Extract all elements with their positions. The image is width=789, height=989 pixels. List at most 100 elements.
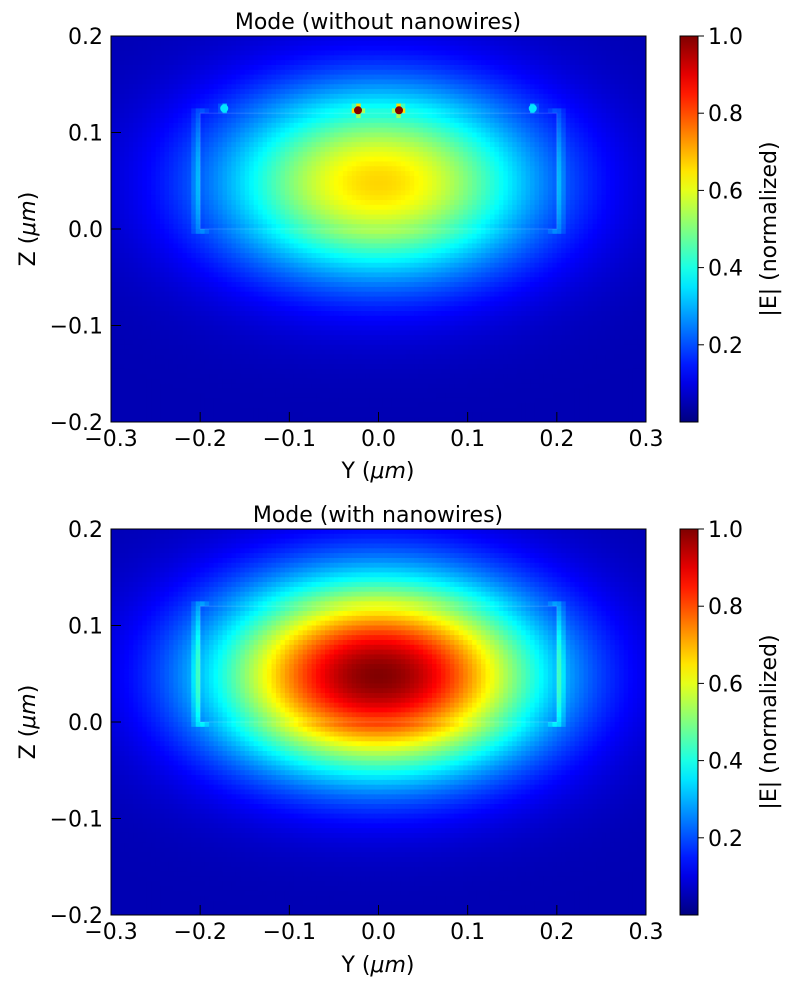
heatmap-cell	[191, 98, 197, 105]
heatmap-cell	[325, 122, 331, 129]
heatmap-cell	[111, 200, 117, 206]
heatmap-cell	[316, 108, 322, 114]
heatmap-cell	[552, 142, 558, 148]
heatmap-cell	[565, 45, 571, 52]
heatmap-cell	[623, 142, 629, 148]
heatmap-cell	[356, 166, 362, 172]
heatmap-cell	[516, 98, 522, 105]
heatmap-cell	[351, 185, 357, 191]
heatmap-cell	[155, 190, 161, 196]
heatmap-cell	[543, 113, 549, 119]
heatmap-cell	[521, 156, 527, 163]
heatmap-cell	[329, 50, 335, 56]
heatmap-cell	[579, 229, 585, 235]
heatmap-cell	[325, 118, 331, 124]
heatmap-cell	[253, 190, 259, 196]
heatmap-cell	[338, 50, 344, 56]
heatmap-cell	[561, 50, 567, 56]
heatmap-cell	[298, 79, 304, 85]
heatmap-cell	[182, 118, 188, 124]
heatmap-cell	[387, 204, 393, 211]
heatmap-cell	[213, 55, 219, 61]
heatmap-cell	[601, 185, 607, 191]
heatmap-cell	[485, 50, 491, 56]
heatmap-cell	[258, 55, 264, 61]
heatmap-cell	[445, 142, 451, 148]
heatmap-cell	[418, 50, 424, 56]
heatmap-cell	[579, 190, 585, 196]
heatmap-cell	[632, 195, 638, 201]
heatmap-cell	[583, 175, 589, 182]
heatmap-cell	[209, 98, 215, 105]
heatmap-cell	[347, 113, 353, 119]
heatmap-cell	[369, 122, 375, 129]
heatmap-cell	[320, 219, 326, 225]
heatmap-cell	[547, 229, 553, 235]
heatmap-cell	[146, 122, 152, 129]
heatmap-cell	[360, 103, 366, 109]
heatmap-cell	[485, 89, 491, 95]
heatmap-cell	[218, 200, 224, 206]
heatmap-cell	[369, 214, 375, 220]
heatmap-cell	[481, 50, 487, 56]
heatmap-cell	[231, 118, 237, 124]
heatmap-cell	[182, 224, 188, 230]
heatmap-cell	[565, 79, 571, 85]
heatmap-cell	[423, 195, 429, 201]
heatmap-cell	[427, 69, 433, 76]
heatmap-cell	[481, 69, 487, 76]
heatmap-cell	[333, 118, 339, 124]
heatmap-cell	[213, 171, 219, 177]
heatmap-cell	[360, 161, 366, 167]
heatmap-cell	[200, 132, 206, 138]
heatmap-cell	[409, 209, 415, 216]
heatmap-cell	[213, 89, 219, 95]
heatmap-cell	[427, 98, 433, 105]
heatmap-cell	[146, 175, 152, 182]
heatmap-cell	[476, 146, 482, 153]
heatmap-cell	[347, 122, 353, 129]
heatmap-cell	[204, 113, 210, 119]
heatmap-cell	[574, 69, 580, 76]
heatmap-cell	[298, 84, 304, 90]
heatmap-cell	[164, 98, 170, 105]
heatmap-cell	[579, 142, 585, 148]
heatmap-cell	[209, 219, 215, 225]
heatmap-cell	[405, 118, 411, 124]
heatmap-cell	[115, 108, 121, 114]
heatmap-cell	[427, 127, 433, 134]
heatmap-cell	[195, 171, 201, 177]
heatmap-cell	[552, 171, 558, 177]
heatmap-cell	[632, 45, 638, 52]
heatmap-cell	[218, 151, 224, 158]
heatmap-cell	[222, 166, 228, 172]
heatmap-cell	[530, 69, 536, 76]
heatmap-cell	[579, 171, 585, 177]
heatmap-cell	[267, 79, 273, 85]
heatmap-cell	[436, 180, 442, 187]
heatmap-cell	[382, 166, 389, 172]
heatmap-cell	[539, 204, 545, 211]
heatmap-cell	[111, 137, 117, 143]
heatmap-cell	[182, 161, 188, 167]
heatmap-cell	[525, 156, 531, 163]
heatmap-cell	[289, 45, 295, 52]
heatmap-cell	[494, 166, 500, 172]
heatmap-cell	[628, 161, 634, 167]
heatmap-cell	[637, 224, 643, 230]
heatmap-cell	[592, 55, 598, 61]
heatmap-cell	[445, 108, 451, 114]
heatmap-cell	[440, 200, 446, 206]
heatmap-cell	[342, 132, 348, 138]
heatmap-cell	[177, 204, 183, 211]
heatmap-cell	[195, 64, 201, 71]
heatmap-cell	[374, 60, 380, 66]
heatmap-cell	[258, 45, 264, 52]
heatmap-cell	[338, 185, 344, 191]
heatmap-cell	[552, 74, 558, 81]
heatmap-cell	[463, 60, 469, 66]
heatmap-cell	[191, 79, 197, 85]
heatmap-cell	[409, 64, 415, 71]
heatmap-cell	[271, 89, 277, 95]
heatmap-cell	[275, 175, 282, 182]
